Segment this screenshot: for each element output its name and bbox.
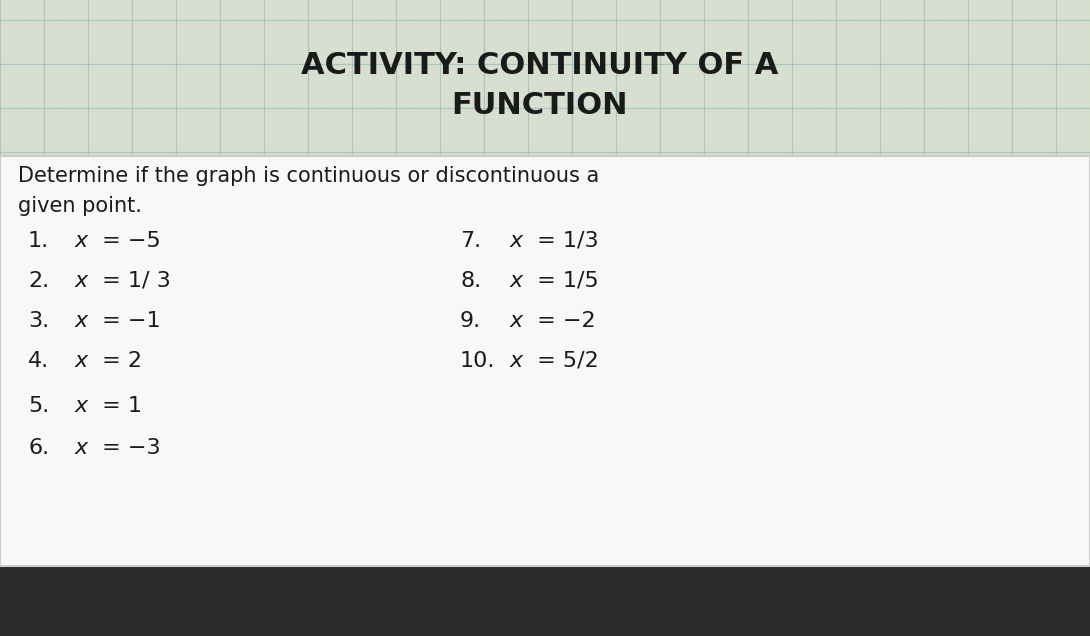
Text: x: x — [75, 351, 88, 371]
Text: = 1: = 1 — [95, 396, 142, 416]
Text: x: x — [510, 271, 523, 291]
Text: = 5/2: = 5/2 — [530, 351, 598, 371]
Text: = 1/5: = 1/5 — [530, 271, 598, 291]
Text: x: x — [510, 231, 523, 251]
Text: ACTIVITY: CONTINUITY OF A: ACTIVITY: CONTINUITY OF A — [301, 52, 778, 81]
FancyBboxPatch shape — [0, 566, 1090, 636]
Text: 3.: 3. — [28, 311, 49, 331]
Text: given point.: given point. — [19, 196, 142, 216]
Text: x: x — [75, 396, 88, 416]
Text: 8.: 8. — [460, 271, 481, 291]
Text: 1.: 1. — [28, 231, 49, 251]
Text: 6.: 6. — [28, 438, 49, 458]
Text: 5.: 5. — [28, 396, 49, 416]
Text: = 2: = 2 — [95, 351, 142, 371]
Text: = 1/ 3: = 1/ 3 — [95, 271, 171, 291]
Text: x: x — [510, 311, 523, 331]
FancyBboxPatch shape — [0, 156, 1090, 566]
Text: 10.: 10. — [460, 351, 495, 371]
Text: x: x — [75, 311, 88, 331]
Text: = −3: = −3 — [95, 438, 160, 458]
Text: x: x — [75, 271, 88, 291]
Text: x: x — [510, 351, 523, 371]
Text: = −1: = −1 — [95, 311, 160, 331]
Text: Determine if the graph is continuous or discontinuous a: Determine if the graph is continuous or … — [19, 166, 600, 186]
Text: x: x — [75, 438, 88, 458]
Text: = 1/3: = 1/3 — [530, 231, 598, 251]
Text: 9.: 9. — [460, 311, 481, 331]
Text: 2.: 2. — [28, 271, 49, 291]
Text: 7.: 7. — [460, 231, 481, 251]
Text: = −2: = −2 — [530, 311, 595, 331]
Text: x: x — [75, 231, 88, 251]
Text: = −5: = −5 — [95, 231, 160, 251]
Text: 4.: 4. — [28, 351, 49, 371]
Text: FUNCTION: FUNCTION — [451, 92, 628, 120]
